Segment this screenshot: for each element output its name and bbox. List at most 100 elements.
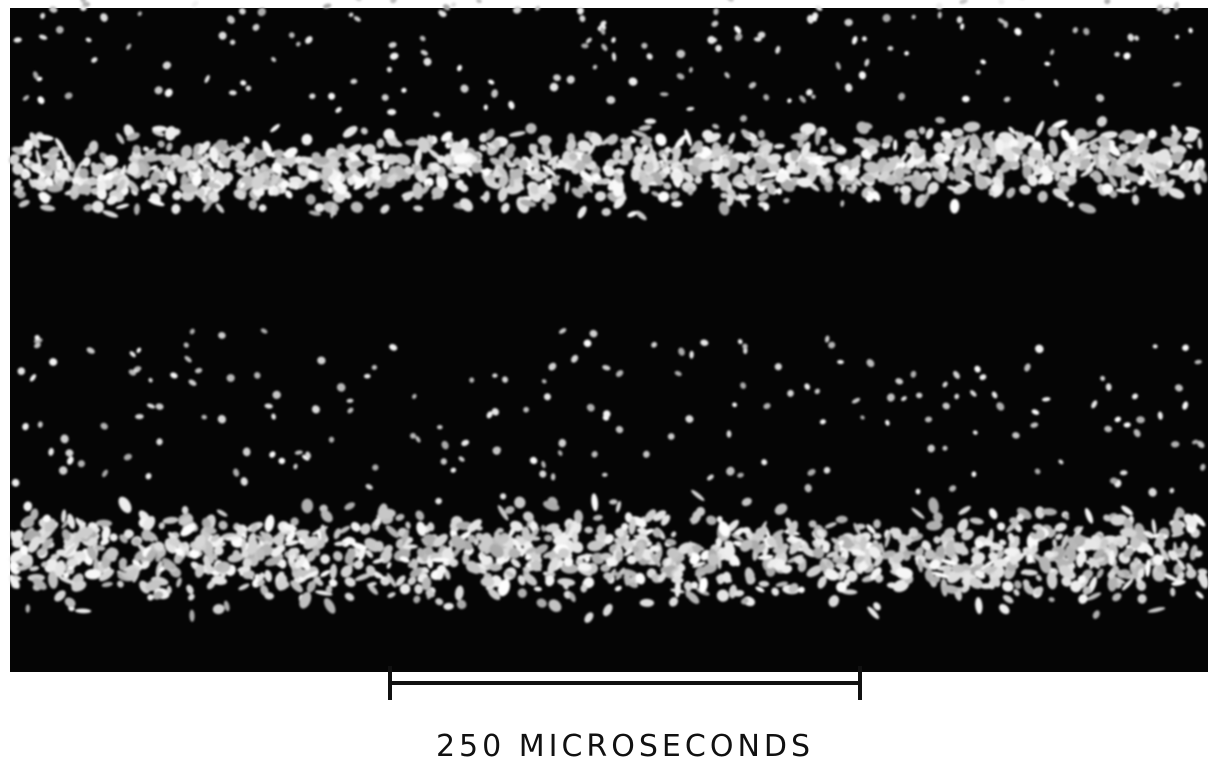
noise-dot xyxy=(100,538,110,546)
noise-dot xyxy=(788,583,799,594)
noise-dot xyxy=(584,526,593,534)
noise-dot xyxy=(29,566,40,572)
noise-dot xyxy=(429,162,441,172)
noise-dot xyxy=(20,171,29,180)
noise-dot xyxy=(1168,187,1185,199)
noise-dot xyxy=(1170,151,1184,163)
noise-dot xyxy=(537,183,549,196)
noise-dot xyxy=(814,388,820,395)
noise-dot xyxy=(66,155,72,171)
noise-dot xyxy=(22,144,30,155)
noise-dot xyxy=(65,449,74,457)
noise-dot xyxy=(655,133,667,146)
noise-dot xyxy=(1148,487,1157,497)
noise-dot xyxy=(189,609,195,622)
noise-dot xyxy=(1054,522,1067,532)
noise-dot xyxy=(13,37,22,43)
noise-dot xyxy=(411,393,417,399)
noise-dot xyxy=(288,547,296,556)
noise-dot xyxy=(1171,549,1179,561)
noise-dot xyxy=(458,456,465,462)
noise-dot xyxy=(922,189,931,205)
noise-dot xyxy=(506,143,516,154)
noise-dot xyxy=(365,484,373,490)
noise-dot xyxy=(479,144,488,152)
noise-dot xyxy=(765,566,776,577)
noise-dot xyxy=(34,334,40,341)
noise-dot xyxy=(853,522,861,535)
noise-dot xyxy=(309,93,316,100)
noise-dot xyxy=(82,156,91,167)
noise-dot xyxy=(868,546,882,560)
noise-dot xyxy=(1052,538,1057,548)
noise-dot xyxy=(565,522,571,535)
noise-dot xyxy=(54,137,65,151)
noise-dot xyxy=(881,550,896,560)
noise-dot xyxy=(903,167,912,175)
noise-dot xyxy=(193,143,200,155)
noise-dot xyxy=(386,573,397,588)
noise-dot xyxy=(162,61,172,70)
noise-dot xyxy=(613,172,623,184)
noise-dot xyxy=(942,402,950,410)
noise-dot xyxy=(421,576,432,591)
noise-dot xyxy=(823,568,839,581)
noise-dot xyxy=(126,179,139,193)
noise-dot xyxy=(1133,557,1139,564)
noise-dot xyxy=(480,576,495,587)
noise-dot xyxy=(1194,182,1202,195)
noise-dot xyxy=(631,545,640,553)
noise-dot xyxy=(853,555,865,564)
noise-dot xyxy=(1076,141,1089,153)
noise-dot xyxy=(191,174,202,186)
noise-dot xyxy=(666,547,680,559)
noise-dot xyxy=(872,532,882,540)
noise-dot xyxy=(96,180,107,191)
noise-dot xyxy=(676,49,686,59)
noise-dot xyxy=(174,547,184,556)
noise-dot xyxy=(957,518,969,533)
noise-dot xyxy=(687,187,694,196)
noise-dot xyxy=(936,2,943,10)
noise-dot xyxy=(783,198,790,204)
noise-dot xyxy=(844,18,853,27)
noise-dot xyxy=(699,146,712,157)
noise-dot xyxy=(935,116,946,124)
noise-dot xyxy=(682,171,694,183)
noise-dot xyxy=(602,364,611,371)
noise-dot xyxy=(686,106,695,111)
noise-dot xyxy=(576,6,584,15)
noise-dot xyxy=(877,170,890,183)
noise-dot xyxy=(583,339,592,348)
noise-dot xyxy=(971,471,977,477)
noise-dot xyxy=(638,124,652,131)
noise-dot xyxy=(510,520,523,532)
noise-dot xyxy=(804,383,811,390)
noise-dot xyxy=(892,551,905,564)
noise-dot xyxy=(749,135,757,142)
noise-dot xyxy=(1083,27,1090,36)
noise-dot xyxy=(156,438,163,446)
noise-dot xyxy=(433,533,448,548)
noise-dot xyxy=(553,74,561,82)
noise-dot xyxy=(262,140,273,157)
noise-dot xyxy=(954,393,960,400)
noise-dot xyxy=(1159,547,1170,562)
noise-dot xyxy=(608,158,616,167)
noise-dot xyxy=(798,586,805,594)
noise-dot xyxy=(519,199,537,208)
noise-dot xyxy=(176,577,182,588)
noise-dot xyxy=(585,37,592,44)
noise-dot xyxy=(1127,157,1139,168)
noise-dot xyxy=(1077,575,1086,584)
noise-dot xyxy=(451,2,457,8)
noise-dot xyxy=(285,531,296,543)
noise-dot xyxy=(1034,12,1042,19)
noise-dot xyxy=(1084,508,1094,524)
noise-dot xyxy=(264,569,273,582)
noise-dot xyxy=(498,578,511,597)
noise-dot xyxy=(980,583,993,589)
noise-dot xyxy=(272,187,279,195)
noise-dot xyxy=(864,58,870,67)
noise-dot xyxy=(295,41,301,47)
